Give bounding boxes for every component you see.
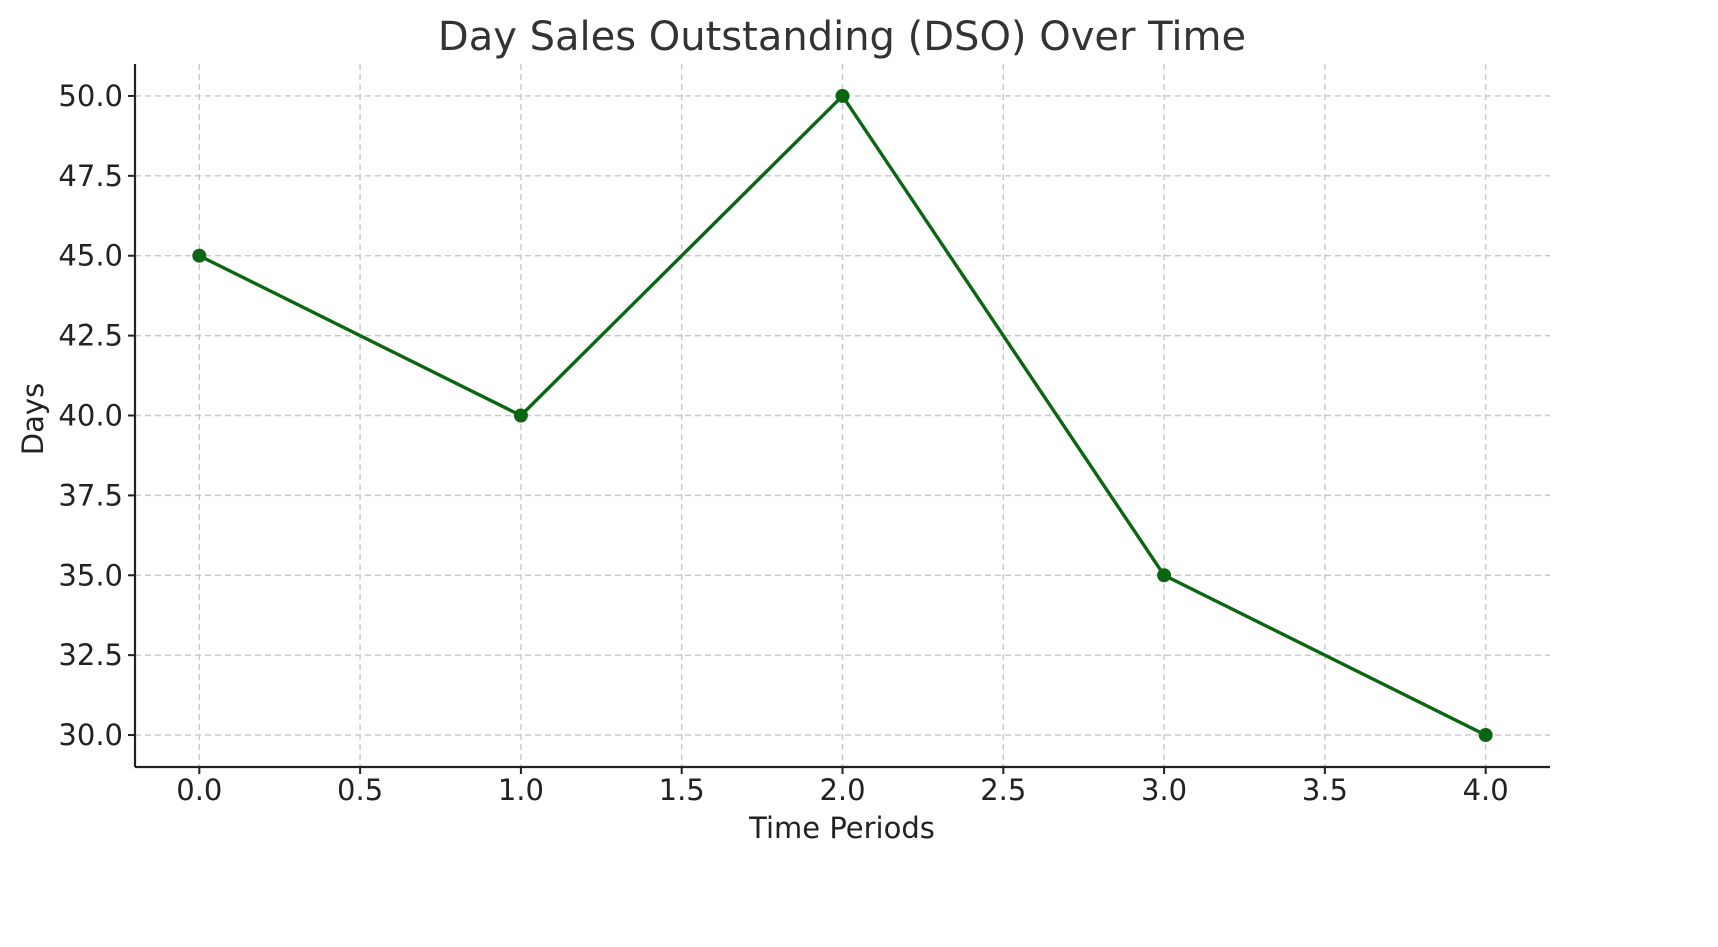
x-tick-label: 1.0 bbox=[498, 773, 544, 807]
x-tick-label: 4.0 bbox=[1463, 773, 1509, 807]
x-axis-label: Time Periods bbox=[748, 811, 935, 845]
y-tick-label: 35.0 bbox=[58, 558, 123, 592]
y-tick-label: 30.0 bbox=[58, 718, 123, 752]
x-tick-label: 2.0 bbox=[819, 773, 865, 807]
y-tick-label: 37.5 bbox=[58, 478, 123, 512]
x-tick-label: 3.0 bbox=[1141, 773, 1187, 807]
grid bbox=[135, 64, 1550, 767]
x-tick-label: 3.5 bbox=[1302, 773, 1348, 807]
y-axis-label: Days bbox=[16, 383, 50, 455]
y-tick-label: 50.0 bbox=[58, 79, 123, 113]
y-tick-label: 32.5 bbox=[58, 638, 123, 672]
y-tick-label: 42.5 bbox=[58, 319, 123, 353]
data-point bbox=[835, 88, 850, 103]
x-tick-label: 0.5 bbox=[337, 773, 383, 807]
chart-title: Day Sales Outstanding (DSO) Over Time bbox=[438, 14, 1246, 60]
series bbox=[192, 88, 1493, 743]
data-point bbox=[1478, 728, 1493, 743]
x-tick-label: 1.5 bbox=[659, 773, 705, 807]
data-point bbox=[192, 248, 207, 263]
ticks: 0.0 0.5 1.0 1.5 2.0 2.5 3.0 3.5 4.0 30.0 32.5 35.0 3… bbox=[58, 79, 1508, 807]
y-tick-label: 40.0 bbox=[58, 399, 123, 433]
y-tick-label: 45.0 bbox=[58, 239, 123, 273]
x-tick-label: 0.0 bbox=[176, 773, 222, 807]
data-point bbox=[1157, 568, 1172, 583]
y-tick-label: 47.5 bbox=[58, 159, 123, 193]
data-point bbox=[513, 408, 528, 423]
x-tick-label: 2.5 bbox=[980, 773, 1026, 807]
